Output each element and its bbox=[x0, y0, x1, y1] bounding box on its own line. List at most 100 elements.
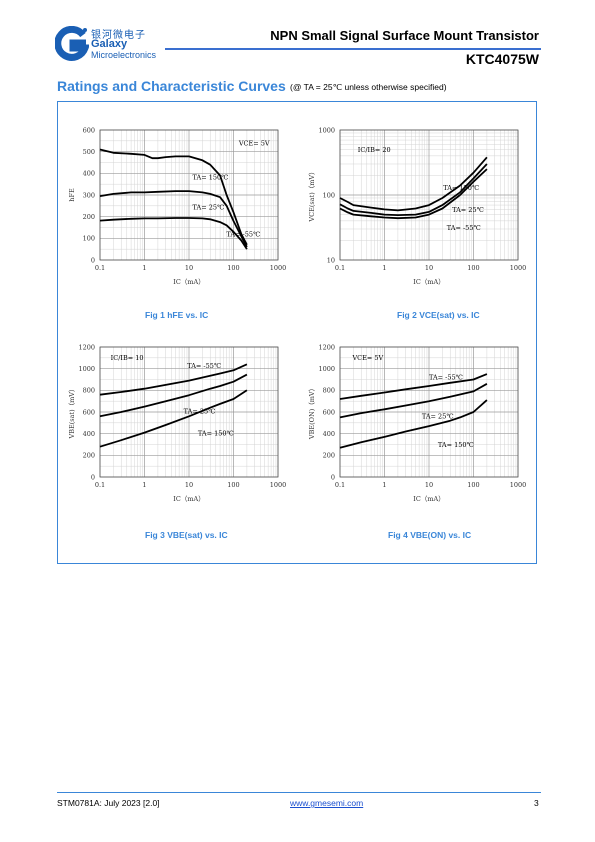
y-tick-label: 100 bbox=[83, 235, 95, 243]
y-tick-label: 800 bbox=[83, 387, 95, 395]
x-tick-label: 1000 bbox=[510, 264, 527, 272]
x-tick-label: 1 bbox=[382, 264, 386, 272]
series-line bbox=[339, 383, 488, 419]
galaxy-logo-icon bbox=[55, 26, 89, 61]
x-tick-label: 100 bbox=[467, 481, 479, 489]
fig1-caption: Fig 1 hFE vs. IC bbox=[145, 310, 209, 320]
fig2-caption: Fig 2 VCE(sat) vs. IC bbox=[397, 310, 480, 320]
page-number: 3 bbox=[534, 798, 539, 808]
part-number: KTC4075W bbox=[465, 51, 539, 67]
series-line bbox=[339, 373, 488, 400]
y-tick-label: 1000 bbox=[318, 365, 335, 373]
x-tick-label: 1 bbox=[142, 264, 146, 272]
x-axis-label: IC（mA） bbox=[413, 495, 444, 503]
series-line bbox=[99, 217, 248, 250]
y-tick-label: 200 bbox=[323, 452, 335, 460]
y-tick-label: 600 bbox=[83, 408, 95, 416]
y-tick-label: 300 bbox=[83, 191, 95, 199]
charts-frame bbox=[57, 101, 537, 564]
chart-annotation: TA= 25℃ bbox=[184, 407, 216, 415]
series-line bbox=[99, 190, 248, 248]
series-line bbox=[339, 399, 488, 449]
y-tick-label: 1000 bbox=[78, 365, 95, 373]
y-tick-label: 1200 bbox=[318, 343, 335, 351]
chart-annotation: TA= -55℃ bbox=[226, 231, 260, 239]
x-tick-label: 0.1 bbox=[95, 264, 105, 272]
y-tick-label: 1000 bbox=[318, 126, 335, 134]
y-tick-label: 400 bbox=[323, 430, 335, 438]
chart-annotation: TA= 25℃ bbox=[422, 413, 454, 421]
x-tick-label: 1000 bbox=[510, 481, 527, 489]
y-tick-label: 10 bbox=[327, 256, 335, 264]
logo-text-galaxy: Galaxy bbox=[91, 38, 128, 50]
chart-svg: 0.1 1 10 100 1000 10 100 1000 IC/IB= 20 TA= 150℃ T… bbox=[308, 126, 527, 286]
chart-vbesat-vs-ic: 0.1 1 10 100 1000 0 200 400 600 800 1000 1200 IC/IB=… bbox=[60, 335, 290, 515]
chart-annotation: VCE= 5V bbox=[238, 140, 270, 148]
y-tick-label: 400 bbox=[83, 170, 95, 178]
document-title: NPN Small Signal Surface Mount Transisto… bbox=[270, 28, 539, 43]
series-line bbox=[99, 363, 248, 396]
series-line bbox=[99, 148, 248, 246]
x-tick-label: 10 bbox=[185, 264, 193, 272]
y-tick-label: 200 bbox=[83, 213, 95, 221]
plot-area bbox=[339, 346, 519, 478]
chart-hfe-vs-ic: 0.1 1 10 100 1000 0 100 200 300 400 500 600 VCE= 5V T… bbox=[60, 118, 290, 298]
y-tick-label: 500 bbox=[83, 148, 95, 156]
chart-annotation: TA= 25℃ bbox=[193, 203, 225, 211]
chart-annotation: TA= 150℃ bbox=[443, 184, 479, 192]
x-tick-label: 100 bbox=[227, 264, 239, 272]
fig3-caption: Fig 3 VBE(sat) vs. IC bbox=[145, 530, 228, 540]
chart-annotation: TA= 25℃ bbox=[452, 206, 484, 214]
chart-annotation: IC/IB= 10 bbox=[111, 354, 144, 362]
series-line bbox=[339, 168, 488, 220]
y-axis-label: VCE(sat)（mV） bbox=[308, 168, 316, 222]
series-line bbox=[99, 373, 248, 418]
chart-svg: 0.1 1 10 100 1000 0 100 200 300 400 500 600 VCE= 5V T… bbox=[68, 126, 286, 286]
y-axis-label: VBE(sat)（mV） bbox=[68, 386, 76, 440]
x-tick-label: 0.1 bbox=[335, 481, 345, 489]
y-tick-label: 100 bbox=[323, 191, 335, 199]
x-tick-label: 100 bbox=[227, 481, 239, 489]
chart-annotation: TA= -55℃ bbox=[187, 362, 221, 370]
y-tick-label: 1200 bbox=[78, 343, 95, 351]
plot-area bbox=[99, 346, 279, 478]
x-tick-label: 0.1 bbox=[95, 481, 105, 489]
plot-area bbox=[339, 129, 519, 261]
y-tick-label: 200 bbox=[83, 452, 95, 460]
chart-annotation: IC/IB= 20 bbox=[358, 146, 391, 154]
x-tick-label: 1000 bbox=[270, 481, 287, 489]
section-condition: (@ TA = 25℃ unless otherwise specified) bbox=[290, 82, 447, 92]
y-tick-label: 800 bbox=[323, 387, 335, 395]
fig4-caption: Fig 4 VBE(ON) vs. IC bbox=[388, 530, 472, 540]
series-line bbox=[99, 389, 248, 448]
chart-svg: 0.1 1 10 100 1000 0 200 400 600 800 1000 1200 IC/IB=… bbox=[68, 343, 287, 503]
y-tick-label: 600 bbox=[83, 126, 95, 134]
plot-area bbox=[99, 129, 279, 261]
x-axis-label: IC（mA） bbox=[173, 495, 204, 503]
header-divider bbox=[165, 48, 541, 50]
chart-annotation: TA= -55℃ bbox=[429, 374, 463, 382]
chart-annotation: VCE= 5V bbox=[351, 354, 383, 362]
chart-annotation: TA= 150℃ bbox=[193, 173, 229, 181]
x-tick-label: 0.1 bbox=[335, 264, 345, 272]
chart-vcesat-vs-ic: 0.1 1 10 100 1000 10 100 1000 IC/IB= 20 TA= 150℃ T… bbox=[300, 118, 530, 298]
series-line bbox=[339, 163, 488, 216]
y-tick-label: 0 bbox=[91, 256, 95, 264]
x-axis-label: IC（mA） bbox=[413, 278, 444, 286]
x-tick-label: 100 bbox=[467, 264, 479, 272]
y-tick-label: 600 bbox=[323, 408, 335, 416]
y-tick-label: 0 bbox=[331, 473, 335, 481]
x-tick-label: 10 bbox=[425, 481, 433, 489]
chart-svg: 0.1 1 10 100 1000 0 200 400 600 800 1000 1200 VCE= 5… bbox=[308, 343, 527, 503]
company-logo: 银河微电子 Galaxy Microelectronics bbox=[55, 22, 165, 68]
chart-annotation: TA= 150℃ bbox=[198, 429, 234, 437]
website-link[interactable]: www.gmesemi.com bbox=[290, 798, 364, 808]
chart-annotation: TA= 150℃ bbox=[438, 441, 474, 449]
y-axis-label: hFE bbox=[68, 188, 76, 202]
y-axis-label: VBE(ON)（mV） bbox=[308, 385, 316, 440]
x-tick-label: 10 bbox=[185, 481, 193, 489]
section-title-text: Ratings and Characteristic Curves bbox=[57, 78, 286, 94]
section-title: Ratings and Characteristic Curves bbox=[57, 78, 286, 94]
footer-divider bbox=[57, 792, 541, 793]
document-id: STM0781A: July 2023 [2.0] bbox=[57, 798, 160, 808]
